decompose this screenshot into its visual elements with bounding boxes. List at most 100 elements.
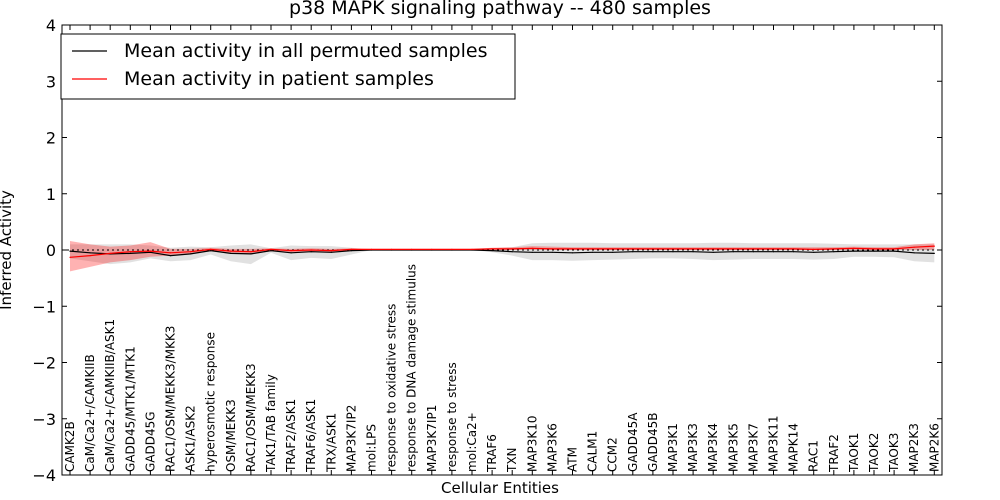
data-point-patient: [712, 248, 714, 250]
data-point-patient: [431, 248, 433, 250]
x-tick-label: TRAF6/ASK1: [304, 399, 318, 473]
x-tick-label: MAP2K3: [907, 423, 921, 472]
data-point-permuted: [632, 251, 634, 253]
x-tick-label: CAMK2B: [63, 421, 77, 472]
y-axis: −4 −3 −2 −1 0 1 2 3 4: [32, 16, 942, 485]
data-point-permuted: [732, 251, 734, 253]
data-point-patient: [109, 252, 111, 254]
x-tick-label: mol:Ca2+: [465, 412, 479, 472]
legend: Mean activity in all permuted samples Me…: [60, 33, 516, 100]
data-point-permuted: [310, 251, 312, 253]
legend-label-permuted: Mean activity in all permuted samples: [124, 40, 487, 62]
data-point-patient: [290, 250, 292, 252]
data-point-patient: [451, 248, 453, 250]
y-tick-label: −2: [32, 354, 56, 373]
x-tick-label: TXN: [505, 447, 519, 473]
data-point-patient: [612, 248, 614, 250]
confidence-bands: [70, 241, 935, 272]
x-tick-label: response to DNA damage stimulus: [405, 264, 419, 472]
data-point-patient: [69, 256, 71, 258]
data-point-patient: [270, 248, 272, 250]
data-point-patient: [411, 248, 413, 250]
x-tick-label: TAOK3: [887, 433, 901, 473]
x-tick-label: CaM/Ca2+/CAMKIIB/ASK1: [103, 319, 117, 472]
data-point-permuted: [772, 251, 775, 253]
x-tick-label: mol:LPS: [365, 424, 379, 472]
data-point-permuted: [491, 250, 493, 252]
data-point-permuted: [592, 251, 594, 253]
data-point-permuted: [813, 251, 815, 253]
data-point-permuted: [933, 252, 935, 254]
x-tick-label: MAP3K5: [726, 423, 740, 472]
data-point-patient: [149, 250, 151, 252]
x-tick-label: MAP3K4: [706, 423, 720, 472]
data-point-patient: [813, 248, 815, 250]
x-tick-label: MAP3K3: [686, 423, 700, 472]
data-point-patient: [913, 246, 915, 248]
y-tick-label: 2: [46, 129, 56, 148]
legend-label-patient: Mean activity in patient samples: [124, 68, 434, 90]
data-point-patient: [89, 255, 91, 257]
y-axis-label: Inferred Activity: [0, 190, 15, 310]
data-point-permuted: [913, 252, 915, 254]
y-tick-label: −4: [32, 466, 56, 485]
x-tick-label: CCM2: [606, 437, 620, 472]
data-point-permuted: [230, 252, 232, 254]
x-tick-label: MAP3K11: [767, 415, 781, 472]
data-point-permuted: [89, 252, 91, 254]
x-axis: CAMK2B CaM/Ca2+/CAMKIIB CaM/Ca2+/CAMKIIB/A…: [63, 25, 941, 475]
data-point-patient: [632, 248, 634, 250]
data-point-permuted: [270, 250, 272, 252]
data-point-permuted: [752, 251, 755, 253]
data-point-permuted: [250, 253, 252, 255]
y-tick-label: 3: [46, 72, 56, 91]
x-tick-label: RAC1/OSM/MEKK3/MKK3: [164, 326, 178, 472]
data-point-patient: [551, 248, 554, 250]
data-point-patient: [893, 248, 895, 250]
data-point-patient: [511, 248, 513, 250]
data-point-permuted: [833, 251, 835, 253]
data-point-permuted: [712, 251, 714, 253]
band-permuted: [70, 242, 935, 265]
x-tick-label: TRX/ASK1: [324, 413, 338, 473]
data-point-permuted: [129, 252, 131, 254]
data-point-permuted: [511, 251, 513, 253]
data-point-permuted: [612, 251, 614, 253]
x-tick-label: GADD45B: [646, 413, 660, 473]
data-point-patient: [169, 252, 172, 254]
data-point-patient: [129, 251, 131, 253]
data-point-patient: [210, 248, 212, 250]
y-tick-label: −3: [32, 410, 56, 429]
y-tick-label: 0: [46, 241, 56, 260]
x-tick-label: MAP3K7IP1: [425, 405, 439, 472]
data-point-patient: [370, 248, 373, 250]
data-point-patient: [752, 248, 755, 250]
data-point-patient: [652, 248, 654, 250]
x-tick-label: MAP3K7: [746, 423, 760, 472]
data-point-permuted: [169, 255, 172, 257]
x-tick-label: MAP3K7IP2: [344, 405, 358, 472]
series-line-permuted: [69, 249, 935, 257]
x-tick-label: ATM: [566, 447, 580, 472]
data-point-patient: [190, 251, 192, 253]
data-point-patient: [672, 248, 674, 250]
data-point-patient: [732, 248, 734, 250]
x-tick-label: TRAF2/ASK1: [284, 399, 298, 473]
x-tick-label: response to stress: [445, 362, 459, 472]
data-point-permuted: [290, 252, 292, 254]
data-point-patient: [592, 248, 594, 250]
data-point-permuted: [793, 251, 795, 253]
legend-box: [60, 33, 516, 100]
series-lines: [69, 245, 935, 258]
data-point-patient: [873, 248, 875, 250]
x-tick-label: TAK1/TAB family: [264, 374, 278, 473]
data-point-patient: [772, 248, 775, 250]
data-point-patient: [793, 248, 795, 250]
x-tick-label: GADD45/MTK1/MTK1: [123, 346, 137, 472]
data-point-permuted: [531, 251, 533, 253]
x-tick-label: CALM1: [586, 431, 600, 472]
data-point-permuted: [551, 251, 554, 253]
data-point-permuted: [873, 250, 875, 252]
data-point-patient: [571, 248, 574, 250]
data-point-patient: [692, 248, 694, 250]
